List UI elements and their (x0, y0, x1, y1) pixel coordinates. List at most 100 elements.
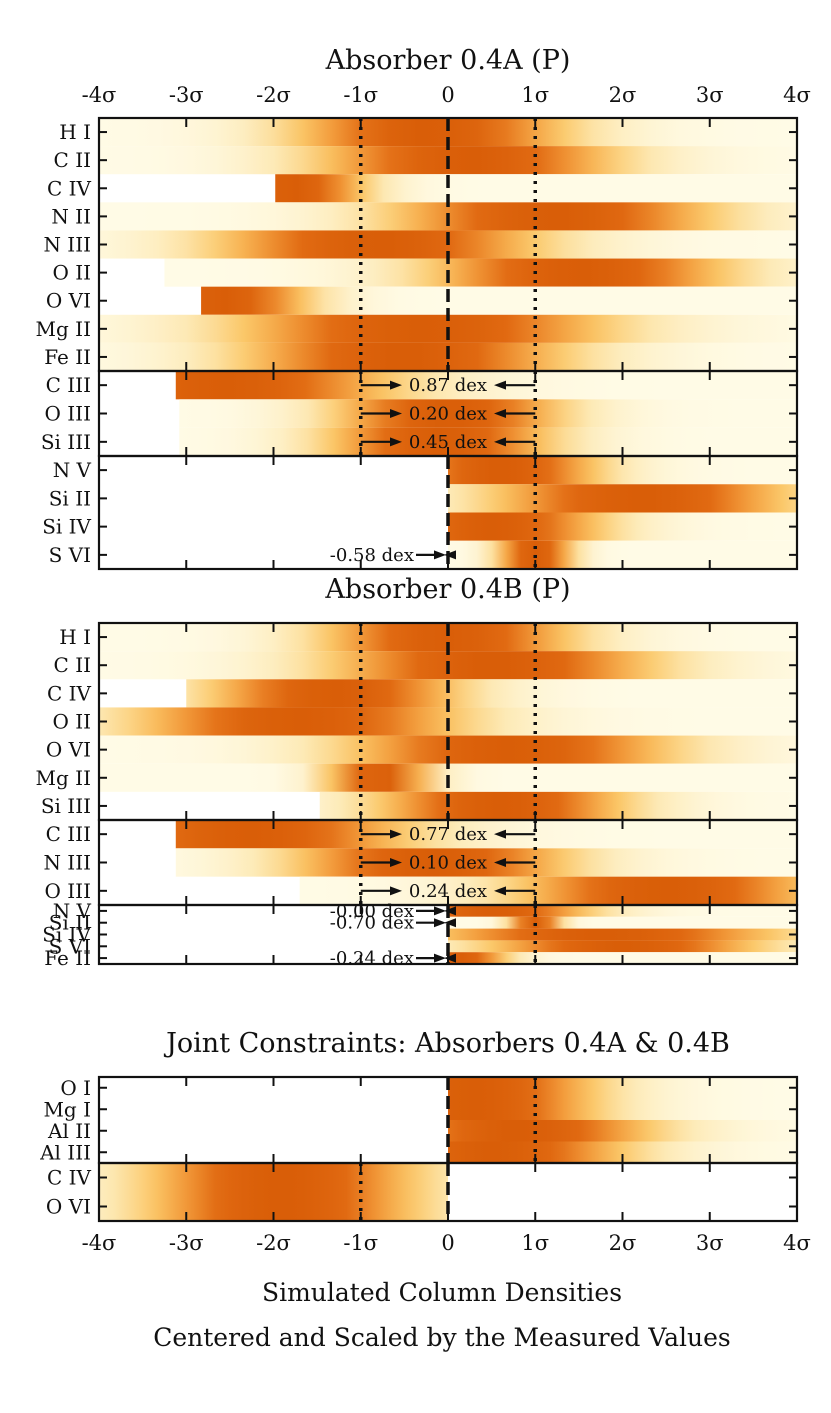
heat-band (179, 427, 797, 456)
row-label: C III (46, 822, 91, 846)
panel-title: Absorber 0.4A (P) (325, 45, 571, 76)
x-tick-label-top: -3σ (169, 83, 204, 107)
row-label: O III (45, 402, 91, 426)
row-label: C IV (47, 1166, 92, 1190)
x-axis-label-line1: Simulated Column Densities (262, 1278, 622, 1307)
row-label: O III (45, 879, 91, 903)
heat-band (319, 791, 797, 820)
x-tick-label-top: -4σ (82, 83, 117, 107)
dex-annotation: 0.24 dex (409, 881, 487, 902)
row-label: N III (43, 851, 91, 875)
x-tick-label-top: 3σ (696, 83, 724, 107)
panel-title: Absorber 0.4B (P) (324, 574, 570, 605)
dex-arrow-left-head (494, 886, 506, 896)
x-tick-label-bottom: 4σ (783, 1231, 811, 1255)
heat-band (448, 916, 797, 929)
dex-annotation: -0.00 dex (330, 901, 414, 922)
row-label: O VI (46, 1195, 91, 1219)
x-tick-label-bottom: 0 (441, 1231, 454, 1255)
dex-arrow-lower-head (434, 918, 446, 928)
x-tick-label-bottom: 1σ (521, 1231, 549, 1255)
dex-arrow-right-head (390, 409, 402, 418)
x-tick-label-top: 1σ (521, 83, 549, 107)
dex-arrow-right-head (390, 829, 402, 839)
dex-arrow-left-head (494, 858, 506, 867)
dex-arrow-lower-head (434, 906, 446, 916)
heat-band (448, 928, 797, 941)
x-tick-label-top: 2σ (609, 83, 637, 107)
dex-arrow-right-head (390, 437, 402, 447)
dex-arrow-head (444, 906, 456, 916)
dex-annotation: 0.10 dex (409, 853, 487, 874)
dex-annotation: 0.87 dex (409, 375, 487, 396)
heat-band (175, 848, 797, 877)
x-tick-label-bottom: 3σ (696, 1231, 724, 1255)
row-label: O VI (46, 738, 91, 762)
dex-arrow-left-head (494, 409, 506, 418)
heat-band (275, 174, 797, 203)
x-tick-label-top: 0 (441, 83, 454, 107)
x-tick-label-bottom: -2σ (256, 1231, 291, 1255)
row-label: Mg II (36, 766, 91, 790)
heat-band (164, 258, 797, 287)
row-label: Si IV (42, 923, 91, 947)
row-label: N V (53, 458, 92, 482)
dex-annotation: -0.24 dex (330, 948, 414, 969)
row-label: Mg II (36, 317, 91, 341)
heat-band (186, 679, 797, 708)
x-tick-label-bottom: -3σ (169, 1231, 204, 1255)
dex-arrow-head (444, 953, 456, 963)
heat-band (175, 820, 797, 849)
dex-arrow-head (444, 550, 456, 560)
row-label: Si III (41, 794, 91, 818)
row-label: H I (59, 120, 91, 144)
row-label: Mg I (43, 1097, 91, 1121)
row-label: H I (59, 625, 91, 649)
heat-band (201, 286, 797, 315)
dex-arrow-lower-head (434, 550, 446, 560)
row-label: O VI (46, 289, 91, 313)
heat-band (448, 484, 797, 513)
heat-band (175, 371, 797, 400)
dex-annotation: -0.58 dex (330, 545, 414, 566)
dex-arrow-left-head (494, 437, 506, 447)
heat-band (179, 399, 797, 428)
row-label: C IV (47, 681, 92, 705)
dex-arrow-head (444, 918, 456, 928)
row-label: C II (54, 653, 91, 677)
dex-arrow-right-head (390, 886, 402, 896)
heat-band (448, 940, 797, 953)
dex-arrow-left-head (494, 829, 506, 839)
dex-annotation: 0.77 dex (409, 824, 487, 845)
row-label: Al III (39, 1140, 91, 1164)
row-label: O II (52, 261, 91, 285)
row-label: Fe II (44, 345, 91, 369)
row-label: Si II (49, 911, 91, 935)
x-tick-label-top: 4σ (783, 83, 811, 107)
heat-band (448, 1098, 797, 1120)
row-label: S VI (49, 934, 91, 958)
x-tick-label-bottom: 2σ (609, 1231, 637, 1255)
dex-annotation: 0.45 dex (409, 432, 487, 453)
row-label: Al II (47, 1119, 91, 1143)
dex-arrow-lower-head (434, 953, 446, 963)
heat-band (448, 512, 797, 541)
row-label: Si III (41, 430, 91, 454)
x-tick-label-top: -2σ (256, 83, 291, 107)
x-axis-label-line2: Centered and Scaled by the Measured Valu… (153, 1323, 731, 1352)
panel-title: Joint Constraints: Absorbers 0.4A & 0.4B (163, 1028, 730, 1059)
row-label: N III (43, 233, 91, 257)
dex-annotation: 0.20 dex (409, 404, 487, 425)
row-label: O I (60, 1076, 91, 1100)
dex-arrow-right-head (390, 858, 402, 867)
row-label: C IV (47, 176, 92, 200)
row-label: C II (54, 148, 91, 172)
row-label: C III (46, 373, 91, 397)
x-tick-label-bottom: -1σ (343, 1231, 378, 1255)
row-label: Fe II (44, 946, 91, 970)
heat-band (448, 1120, 797, 1142)
x-tick-label-top: -1σ (343, 83, 378, 107)
row-label: N V (53, 899, 92, 923)
dex-arrow-right-head (390, 380, 402, 390)
